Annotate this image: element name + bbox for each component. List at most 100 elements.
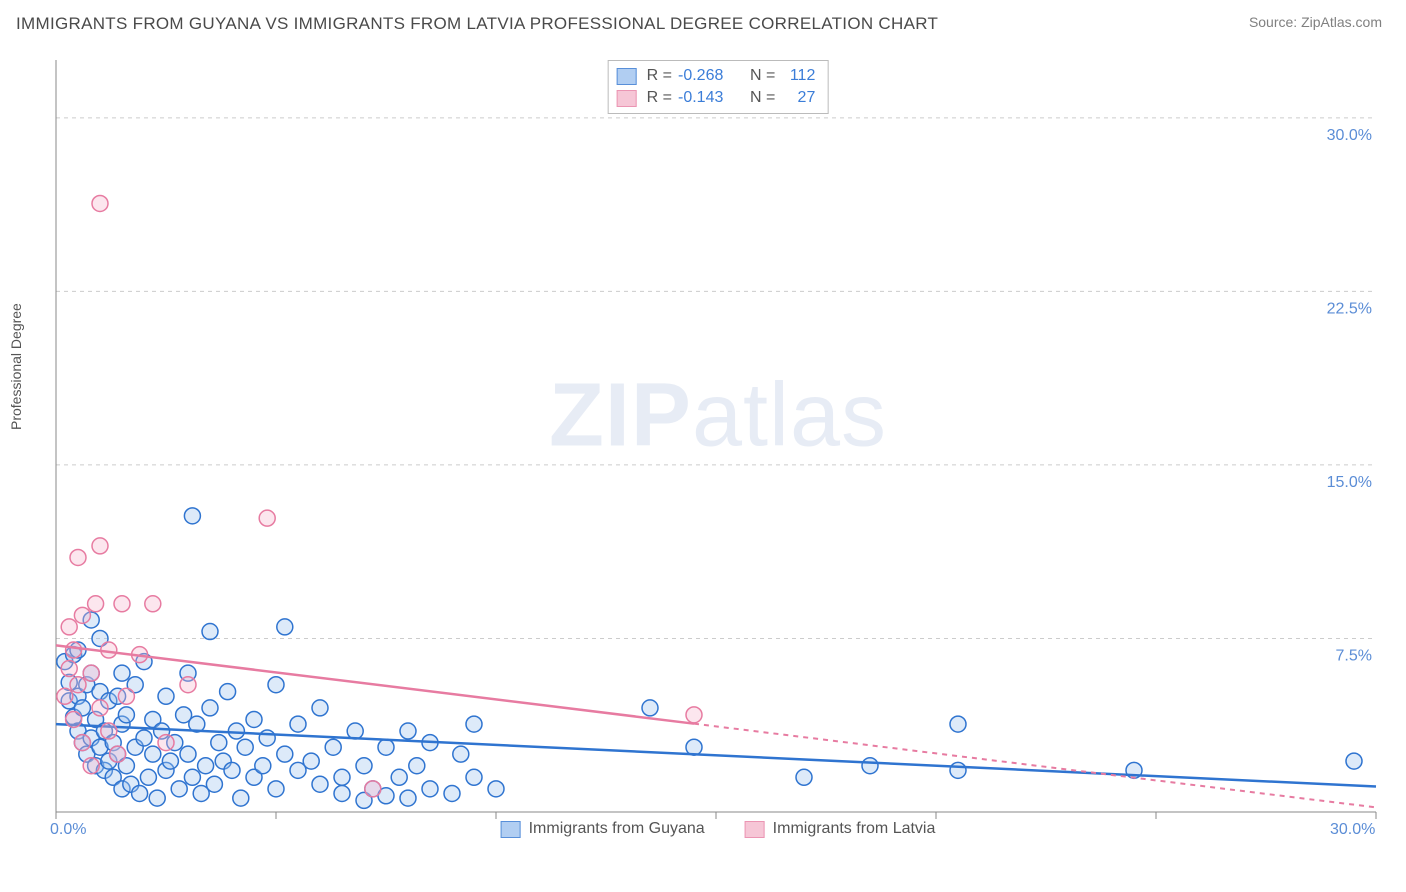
legend-row: R = -0.143 N = 27 [617, 87, 816, 109]
data-point [409, 758, 425, 774]
data-point [268, 781, 284, 797]
data-point [347, 723, 363, 739]
data-point [92, 195, 108, 211]
data-point [259, 510, 275, 526]
data-point [83, 665, 99, 681]
n-value: 112 [785, 65, 815, 87]
trend-line-extrapolated [694, 724, 1376, 808]
data-point [149, 790, 165, 806]
scatter-plot: 7.5%15.0%22.5%30.0%0.0%30.0% [50, 58, 1386, 836]
data-point [171, 781, 187, 797]
n-label: N = [750, 87, 775, 109]
data-point [158, 735, 174, 751]
x-tick-label: 30.0% [1330, 821, 1375, 836]
data-point [391, 769, 407, 785]
legend-swatch [617, 68, 637, 85]
legend-swatch [745, 821, 765, 838]
data-point [950, 716, 966, 732]
data-point [92, 538, 108, 554]
data-point [488, 781, 504, 797]
legend-swatch [501, 821, 521, 838]
data-point [312, 700, 328, 716]
r-value: -0.143 [678, 87, 734, 109]
series-legend-item: Immigrants from Guyana [501, 820, 705, 838]
data-point [378, 739, 394, 755]
data-point [70, 677, 86, 693]
data-point [66, 642, 82, 658]
data-point [74, 735, 90, 751]
data-point [224, 762, 240, 778]
data-point [237, 739, 253, 755]
data-point [400, 790, 416, 806]
data-point [453, 746, 469, 762]
y-tick-label: 7.5% [1336, 647, 1372, 664]
data-point [136, 730, 152, 746]
data-point [114, 596, 130, 612]
data-point [334, 785, 350, 801]
data-point [796, 769, 812, 785]
data-point [268, 677, 284, 693]
data-point [83, 758, 99, 774]
n-value: 27 [785, 87, 815, 109]
data-point [114, 665, 130, 681]
data-point [184, 508, 200, 524]
data-point [140, 769, 156, 785]
data-point [686, 707, 702, 723]
r-label: R = [647, 87, 672, 109]
data-point [246, 711, 262, 727]
data-point [74, 607, 90, 623]
data-point [162, 753, 178, 769]
data-point [66, 711, 82, 727]
data-point [950, 762, 966, 778]
data-point [198, 758, 214, 774]
data-point [88, 596, 104, 612]
data-point [290, 716, 306, 732]
data-point [118, 707, 134, 723]
legend-swatch [617, 90, 637, 107]
legend-row: R =-0.268N =112 [617, 65, 816, 87]
y-axis-label: Professional Degree [8, 303, 24, 430]
data-point [862, 758, 878, 774]
x-tick-label: 0.0% [50, 821, 86, 836]
data-point [132, 785, 148, 801]
chart-title: IMMIGRANTS FROM GUYANA VS IMMIGRANTS FRO… [16, 14, 938, 34]
data-point [145, 746, 161, 762]
r-label: R = [647, 65, 672, 87]
data-point [255, 758, 271, 774]
data-point [92, 700, 108, 716]
y-tick-label: 30.0% [1327, 127, 1372, 144]
data-point [444, 785, 460, 801]
data-point [277, 746, 293, 762]
data-point [312, 776, 328, 792]
data-point [145, 596, 161, 612]
data-point [202, 624, 218, 640]
data-point [118, 688, 134, 704]
data-point [303, 753, 319, 769]
data-point [57, 688, 73, 704]
data-point [259, 730, 275, 746]
data-point [1346, 753, 1362, 769]
data-point [233, 790, 249, 806]
data-point [61, 619, 77, 635]
data-point [184, 769, 200, 785]
y-tick-label: 15.0% [1327, 474, 1372, 491]
data-point [101, 723, 117, 739]
series-label: Immigrants from Latvia [773, 820, 936, 838]
series-legend: Immigrants from Guyana Immigrants from La… [501, 820, 936, 838]
data-point [466, 716, 482, 732]
data-point [400, 723, 416, 739]
data-point [180, 677, 196, 693]
data-point [180, 746, 196, 762]
data-point [61, 661, 77, 677]
data-point [110, 746, 126, 762]
correlation-legend: R = -0.268 N = 112R = -0.143 N = 27 [608, 60, 829, 114]
data-point [158, 688, 174, 704]
series-label: Immigrants from Guyana [529, 820, 705, 838]
r-value: -0.268 [678, 65, 734, 87]
data-point [206, 776, 222, 792]
chart-area: 7.5%15.0%22.5%30.0%0.0%30.0% ZIPatlas R … [50, 58, 1386, 836]
data-point [334, 769, 350, 785]
data-point [220, 684, 236, 700]
data-point [365, 781, 381, 797]
data-point [277, 619, 293, 635]
